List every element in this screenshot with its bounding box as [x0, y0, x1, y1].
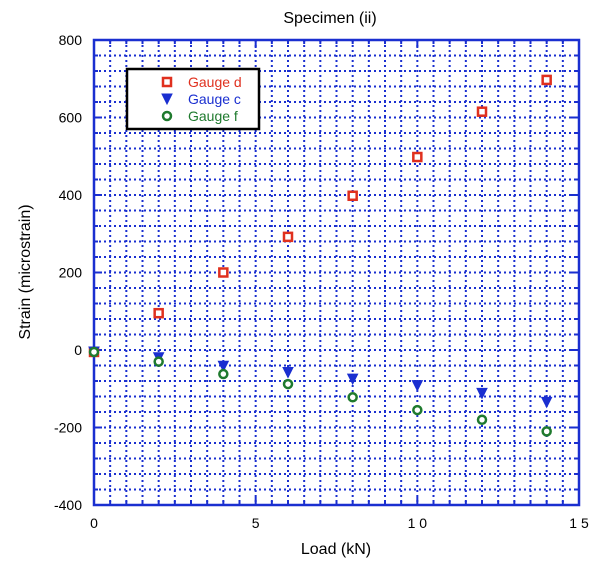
gauge-c-point — [411, 380, 424, 392]
gauge-f-point — [218, 368, 229, 380]
gauge-d-point — [476, 106, 488, 117]
y-axis-label: Strain (microstrain) — [17, 204, 34, 339]
legend-marker-gauge-d — [161, 76, 173, 88]
gauge-c-point — [217, 360, 230, 373]
x-tick-label: 0 — [90, 515, 98, 531]
gauge-f-point — [282, 378, 294, 390]
gauge-d-point — [347, 190, 358, 202]
gauge-d-point — [153, 307, 164, 319]
gauge-f-point — [347, 392, 358, 403]
y-tick-label: 600 — [59, 110, 83, 126]
gauge-c-point — [476, 387, 488, 400]
x-tick-label: 1 5 — [569, 515, 589, 531]
x-axis-label: Load (kN) — [301, 541, 371, 558]
gauge-f-point — [153, 356, 164, 367]
y-tick-label: 0 — [74, 342, 82, 358]
gauge-d-point — [412, 151, 423, 163]
y-tick-label: 400 — [59, 187, 83, 203]
gauge-c-point — [540, 396, 553, 409]
x-tick-label: 1 0 — [408, 515, 428, 531]
y-tick-label: 800 — [59, 32, 83, 48]
legend-label-gauge-d: Gauge d — [188, 74, 242, 90]
y-tick-label: -400 — [54, 497, 82, 513]
gauge-d-point — [218, 267, 229, 278]
gauge-d-point — [282, 231, 294, 243]
legend-label-gauge-c: Gauge c — [188, 91, 241, 107]
plot-frame — [92, 38, 581, 507]
y-tick-label: -200 — [54, 420, 82, 436]
gauge-f-point — [412, 404, 423, 416]
legend-box — [125, 67, 261, 131]
gauge-f-point — [476, 414, 488, 425]
legend-label-gauge-f: Gauge f — [188, 108, 238, 124]
y-tick-label: 200 — [59, 265, 83, 281]
legend-marker-gauge-f — [161, 110, 173, 122]
x-tick-label: 5 — [252, 515, 260, 531]
chart-title: Specimen (ii) — [283, 10, 376, 27]
gauge-f-point — [541, 426, 552, 437]
legend-marker-gauge-c — [161, 93, 173, 106]
gauge-d-point — [541, 74, 552, 86]
data-points — [88, 74, 553, 437]
tick-labels: 0 5 1 0 1 5 -400 -200 0 200 400 600 800 — [54, 32, 589, 531]
gauge-c-point — [282, 366, 294, 379]
gauge-f-point — [88, 346, 100, 358]
gauge-c-point — [346, 373, 359, 386]
